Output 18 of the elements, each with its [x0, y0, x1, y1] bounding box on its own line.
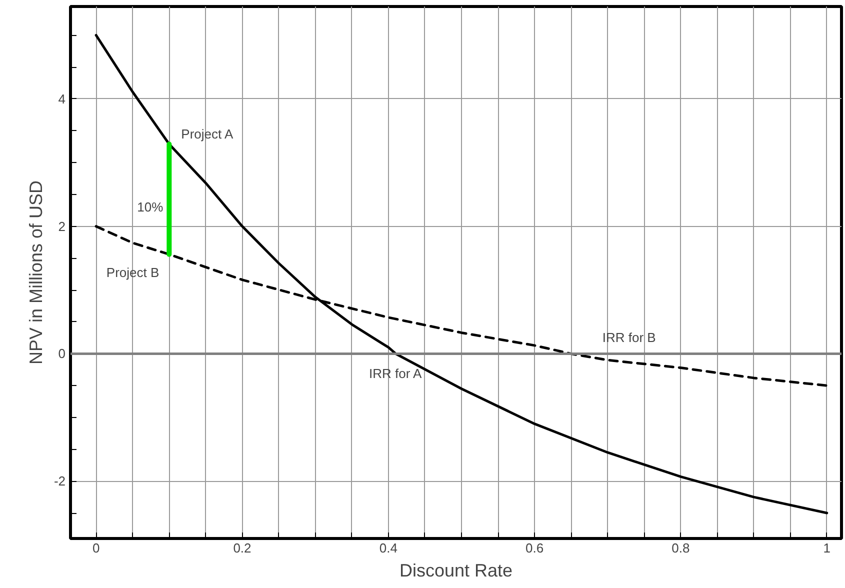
x-tick-label: 0: [92, 540, 100, 556]
y-tick-label: 4: [58, 91, 66, 106]
annotation: IRR for A: [368, 366, 422, 382]
annotation: IRR for B: [602, 330, 656, 346]
annotation: 10%: [137, 200, 164, 215]
annotation: Project A: [181, 126, 234, 142]
x-tick-label: 0.6: [526, 540, 544, 556]
annotation: Project B: [106, 264, 160, 280]
x-axis-title: Discount Rate: [399, 560, 513, 580]
x-tick-label: 0.8: [672, 540, 690, 556]
y-tick-label: -2: [54, 474, 66, 489]
x-tick-label: 0.4: [379, 540, 398, 556]
y-tick-label: 0: [58, 346, 66, 362]
x-tick-label: 1: [823, 540, 831, 556]
y-axis-title: NPV in Millions of USD: [26, 180, 46, 365]
x-tick-label: 0.2: [233, 540, 252, 556]
y-tick-label: 2: [58, 218, 66, 234]
line-series: [94, 34, 828, 514]
